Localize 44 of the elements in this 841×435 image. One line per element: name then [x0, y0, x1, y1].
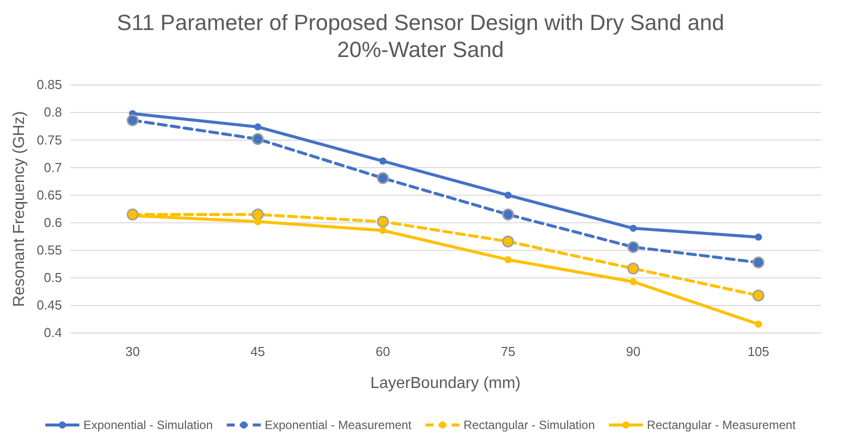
legend-label: Rectangular - Measurement — [646, 418, 796, 432]
x-axis-title: LayerBoundary (mm) — [370, 375, 521, 392]
legend-label: Rectangular - Simulation — [464, 418, 595, 432]
point — [252, 133, 264, 145]
legend-label: Exponential - Simulation — [83, 418, 213, 432]
point — [630, 224, 637, 232]
y-tick-label: 0.75 — [36, 132, 62, 148]
y-tick-label: 0.55 — [36, 242, 62, 258]
point — [252, 208, 264, 220]
y-tick-label: 0.5 — [44, 270, 62, 286]
x-tick-label: 75 — [500, 344, 516, 360]
point — [630, 278, 637, 286]
y-tick-label: 0.6 — [44, 214, 62, 230]
point — [502, 208, 514, 220]
point — [504, 192, 512, 199]
y-tick-label: 0.65 — [36, 187, 62, 202]
point — [379, 226, 386, 234]
point — [376, 216, 389, 228]
point — [627, 262, 640, 274]
y-tick-label: 0.85 — [36, 77, 62, 92]
point — [752, 256, 764, 268]
point — [752, 290, 764, 302]
chart-title: S11 Parameter of Proposed Sensor Design with Dry Sand and 20%-Water Sand — [116, 10, 724, 62]
x-tick-label: 105 — [748, 344, 770, 360]
point — [502, 236, 514, 248]
point — [254, 218, 262, 226]
point — [126, 114, 139, 126]
x-tick-label: 45 — [250, 344, 265, 360]
point — [254, 123, 262, 130]
point — [379, 157, 386, 165]
x-tick-label: 30 — [125, 344, 140, 360]
y-tick-label: 0.45 — [36, 298, 62, 313]
x-tick-label: 90 — [626, 344, 640, 360]
point — [754, 320, 762, 328]
point — [376, 172, 389, 184]
point — [504, 256, 512, 264]
y-tick-label: 0.7 — [44, 160, 62, 175]
y-tick-label: 0.4 — [44, 325, 62, 340]
y-axis-title: Resonant Frequency (GHz) — [11, 111, 28, 307]
point — [754, 234, 762, 241]
legend-label: Exponential - Measurement — [264, 418, 412, 432]
x-tick-label: 60 — [376, 344, 390, 360]
y-tick-label: 0.8 — [44, 104, 62, 120]
point — [627, 241, 640, 253]
